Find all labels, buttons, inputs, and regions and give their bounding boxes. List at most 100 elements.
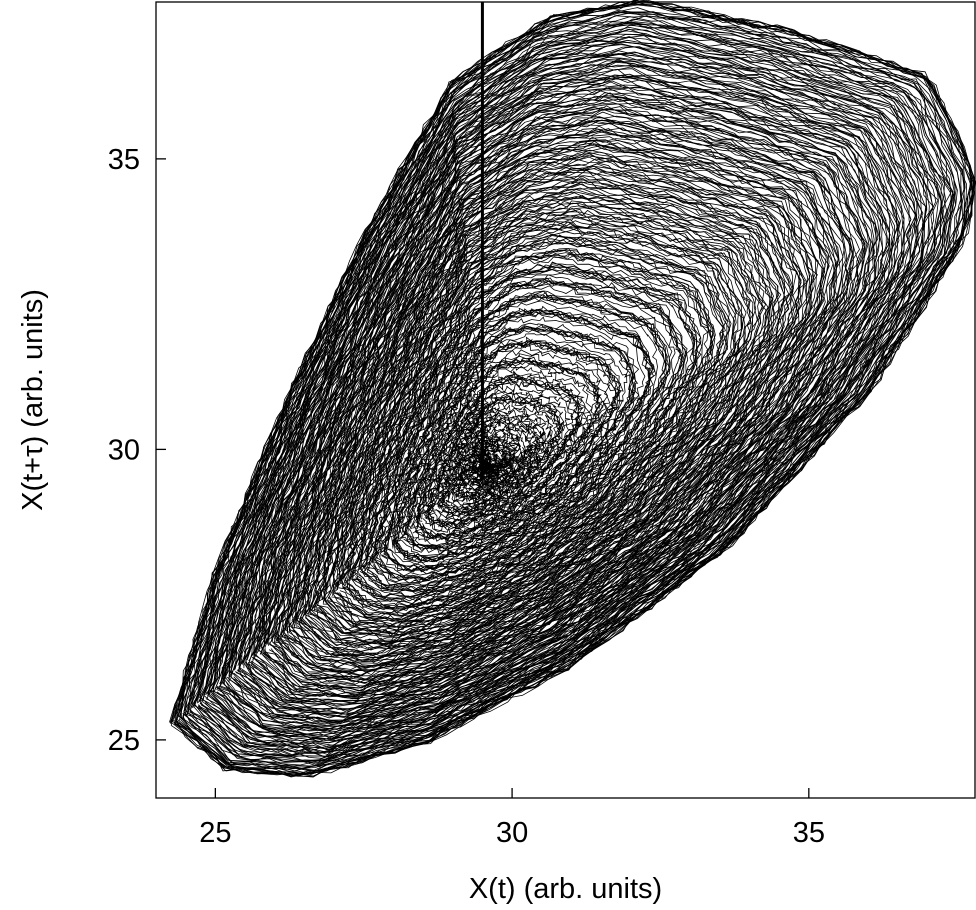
trajectory-loop — [204, 50, 923, 740]
trajectory-loop — [253, 122, 845, 694]
trajectory-loop — [322, 225, 739, 628]
trajectory-loop — [282, 163, 806, 669]
trajectory-group — [169, 0, 976, 778]
trajectory-loop — [369, 294, 668, 583]
trajectory-loop — [296, 178, 786, 657]
trajectory-loop — [237, 98, 872, 712]
trajectory-loop — [205, 53, 920, 743]
x-tick-label: 35 — [793, 817, 825, 849]
y-axis-label: X(t+τ) (arb. units) — [17, 289, 49, 511]
trajectory-loop — [250, 119, 854, 700]
trajectory-loop — [344, 256, 709, 607]
x-tick-label: 30 — [496, 817, 528, 849]
trajectory-loop — [391, 327, 635, 562]
trajectory-loop — [397, 336, 624, 555]
trajectory-loop — [379, 309, 656, 572]
trajectory-loop — [403, 342, 619, 550]
trajectory-loop — [178, 11, 965, 767]
trajectory-loop — [343, 250, 713, 609]
trajectory-loop — [408, 353, 609, 543]
trajectory-loop — [184, 21, 956, 765]
trajectory-loop — [230, 87, 882, 719]
plot-frame — [155, 1, 976, 799]
trajectory-loop — [279, 158, 809, 670]
trajectory-loop — [170, 1, 975, 777]
trajectory-loop — [350, 266, 696, 597]
trajectory-loop — [361, 280, 684, 593]
trajectory-loop — [260, 130, 836, 692]
trajectory-loop — [441, 400, 559, 512]
trajectory-loop — [464, 432, 522, 492]
trajectory-loop — [286, 170, 794, 663]
trajectory-loop — [307, 202, 764, 643]
trajectory-loop — [268, 140, 830, 684]
trajectory-loop — [283, 165, 801, 668]
trajectory-loop — [179, 9, 968, 774]
trajectory-loop — [391, 326, 636, 563]
x-axis-label: X(t) (arb. units) — [469, 873, 662, 905]
trajectory-loop — [395, 333, 628, 557]
trajectory-loop — [254, 121, 848, 697]
trajectory-loop — [176, 4, 972, 775]
trajectory-loop — [343, 252, 713, 608]
trajectory-loop — [222, 76, 899, 727]
trajectory-loop — [182, 16, 957, 768]
trajectory-loop — [234, 92, 878, 716]
trajectory-loop — [274, 152, 818, 676]
trajectory-loop — [273, 151, 814, 677]
trajectory-loop — [221, 75, 901, 727]
trajectory-loop — [265, 142, 830, 682]
trajectory-loop — [392, 326, 636, 563]
y-axis-ticks: 25 30 35 — [108, 144, 166, 757]
trajectory-loop — [183, 21, 958, 763]
trajectory-loop — [358, 274, 687, 594]
trajectory-loop — [243, 106, 869, 705]
trajectory-loop — [194, 36, 942, 754]
trajectory-loop — [178, 7, 972, 772]
trajectory-loop — [192, 26, 948, 756]
trajectory-loop — [255, 125, 846, 696]
trajectory-loop — [431, 384, 574, 522]
trajectory-loop — [425, 375, 583, 528]
trajectory-loop — [407, 349, 611, 546]
trajectory-loop — [323, 226, 737, 628]
trajectory-loop — [193, 33, 943, 758]
trajectory-loop — [238, 97, 876, 713]
trajectory-loop — [412, 359, 603, 540]
trajectory-loop — [267, 139, 829, 683]
y-tick-label: 25 — [108, 725, 140, 757]
trajectory-loop — [392, 322, 640, 563]
trajectory-loop — [169, 2, 975, 777]
trajectory-loop — [228, 88, 887, 719]
trajectory-loop — [316, 217, 751, 634]
trajectory-loop — [207, 52, 928, 744]
y-tick-label: 35 — [108, 144, 140, 176]
trajectory-loop — [339, 248, 714, 611]
y-tick-label: 30 — [108, 434, 140, 466]
trajectory-loop — [336, 242, 724, 615]
trajectory-loop — [371, 296, 667, 582]
trajectory-loop — [258, 128, 840, 689]
trajectory-loop — [248, 108, 864, 703]
trajectory-loop — [375, 300, 658, 577]
x-axis-ticks: 25 30 35 — [199, 788, 825, 849]
trajectory-loop — [282, 167, 802, 664]
trajectory-loop — [225, 81, 891, 724]
trajectory-loop — [304, 196, 771, 646]
x-tick-label: 25 — [199, 817, 231, 849]
trajectory-loop — [394, 325, 635, 563]
trajectory-loop — [296, 187, 781, 653]
trajectory-loop — [293, 177, 793, 659]
trajectory-loop — [253, 119, 851, 698]
trajectory-loop — [300, 191, 777, 651]
trajectory-loop — [415, 359, 603, 540]
trajectory-loop — [420, 365, 593, 536]
trajectory-loop — [333, 240, 726, 620]
trajectory-loop — [235, 94, 876, 715]
trajectory-loop — [332, 235, 730, 621]
trajectory-loop — [289, 175, 791, 661]
trajectory-loop — [240, 106, 866, 706]
trajectory-loop — [200, 41, 935, 751]
trajectory-loop — [362, 280, 682, 587]
